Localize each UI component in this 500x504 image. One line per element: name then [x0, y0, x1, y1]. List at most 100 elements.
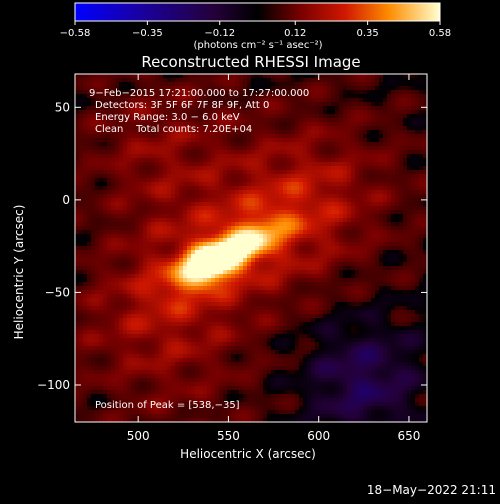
heatmap-cell [111, 278, 116, 283]
heatmap-cell [195, 334, 200, 339]
heatmap-cell [75, 246, 80, 251]
heatmap-cell [87, 302, 92, 307]
heatmap-cell [195, 218, 200, 223]
heatmap-cell [95, 154, 100, 159]
heatmap-cell [235, 362, 240, 367]
heatmap-cell [83, 390, 88, 395]
heatmap-cell [179, 190, 184, 195]
heatmap-cell [87, 294, 92, 299]
heatmap-cell [99, 242, 104, 247]
heatmap-cell [255, 338, 260, 343]
heatmap-cell [147, 338, 152, 343]
heatmap-cell [151, 170, 156, 175]
heatmap-cell [107, 354, 112, 359]
heatmap-cell [215, 150, 220, 155]
heatmap-cell [83, 206, 88, 211]
heatmap-cell [187, 306, 192, 311]
heatmap-cell [275, 154, 280, 159]
heatmap-cell [155, 338, 160, 343]
heatmap-cell [287, 374, 292, 379]
heatmap-cell [111, 246, 116, 251]
heatmap-cell [243, 338, 248, 343]
heatmap-cell [115, 234, 120, 239]
heatmap-cell [91, 306, 96, 311]
heatmap-cell [279, 334, 284, 339]
heatmap-cell [231, 154, 236, 159]
heatmap-cell [275, 366, 280, 371]
heatmap-cell [267, 366, 272, 371]
heatmap-cell [303, 102, 308, 107]
heatmap-cell [227, 262, 232, 267]
heatmap-cell [163, 330, 168, 335]
heatmap-cell [227, 82, 232, 87]
heatmap-cell [279, 266, 284, 271]
heatmap-cell [75, 86, 80, 91]
heatmap-cell [103, 386, 108, 391]
heatmap-cell [299, 154, 304, 159]
heatmap-cell [163, 202, 168, 207]
heatmap-cell [263, 314, 268, 319]
heatmap-cell [135, 214, 140, 219]
heatmap-cell [219, 182, 224, 187]
heatmap-cell [219, 282, 224, 287]
heatmap-cell [123, 302, 128, 307]
heatmap-cell [187, 318, 192, 323]
heatmap-cell [247, 166, 252, 171]
heatmap-cell [219, 310, 224, 315]
heatmap-cell [243, 406, 248, 411]
heatmap-cell [215, 214, 220, 219]
heatmap-cell [127, 274, 132, 279]
heatmap-cell [187, 82, 192, 87]
heatmap-cell [127, 142, 132, 147]
heatmap-cell [111, 354, 116, 359]
heatmap-cell [199, 146, 204, 151]
heatmap-cell [283, 150, 288, 155]
heatmap-cell [271, 226, 276, 231]
heatmap-cell [219, 198, 224, 203]
heatmap-cell [283, 214, 288, 219]
heatmap-cell [163, 278, 168, 283]
heatmap-cell [271, 326, 276, 331]
heatmap-cell [119, 278, 124, 283]
heatmap-cell [119, 142, 124, 147]
heatmap-cell [263, 414, 268, 419]
heatmap-cell [291, 142, 296, 147]
heatmap-cell [119, 158, 124, 163]
heatmap-cell [79, 382, 84, 387]
heatmap-cell [115, 230, 120, 235]
heatmap-cell [279, 410, 284, 415]
heatmap-cell [251, 254, 256, 259]
heatmap-cell [283, 142, 288, 147]
heatmap-cell [279, 250, 284, 255]
heatmap-cell [191, 310, 196, 315]
heatmap-cell [107, 182, 112, 187]
heatmap-cell [219, 186, 224, 191]
heatmap-cell [187, 350, 192, 355]
heatmap-cell [175, 78, 180, 83]
heatmap-cell [299, 78, 304, 83]
heatmap-cell [195, 390, 200, 395]
heatmap-cell [131, 190, 136, 195]
heatmap-cell [287, 262, 292, 267]
heatmap-cell [259, 318, 264, 323]
heatmap-cell [115, 330, 120, 335]
heatmap-cell [243, 362, 248, 367]
heatmap-cell [287, 254, 292, 259]
heatmap-cell [279, 230, 284, 235]
heatmap-cell [299, 134, 304, 139]
heatmap-cell [219, 358, 224, 363]
heatmap-cell [255, 414, 260, 419]
heatmap-cell [131, 326, 136, 331]
heatmap-cell [171, 330, 176, 335]
heatmap-cell [267, 390, 272, 395]
heatmap-cell [243, 410, 248, 415]
heatmap-cell [299, 254, 304, 259]
heatmap-cell [243, 74, 248, 79]
heatmap-cell [275, 194, 280, 199]
heatmap-cell [223, 178, 228, 183]
heatmap-cell [295, 350, 300, 355]
heatmap-cell [191, 314, 196, 319]
heatmap-cell [287, 134, 292, 139]
heatmap-cell [79, 78, 84, 83]
heatmap-cell [123, 354, 128, 359]
